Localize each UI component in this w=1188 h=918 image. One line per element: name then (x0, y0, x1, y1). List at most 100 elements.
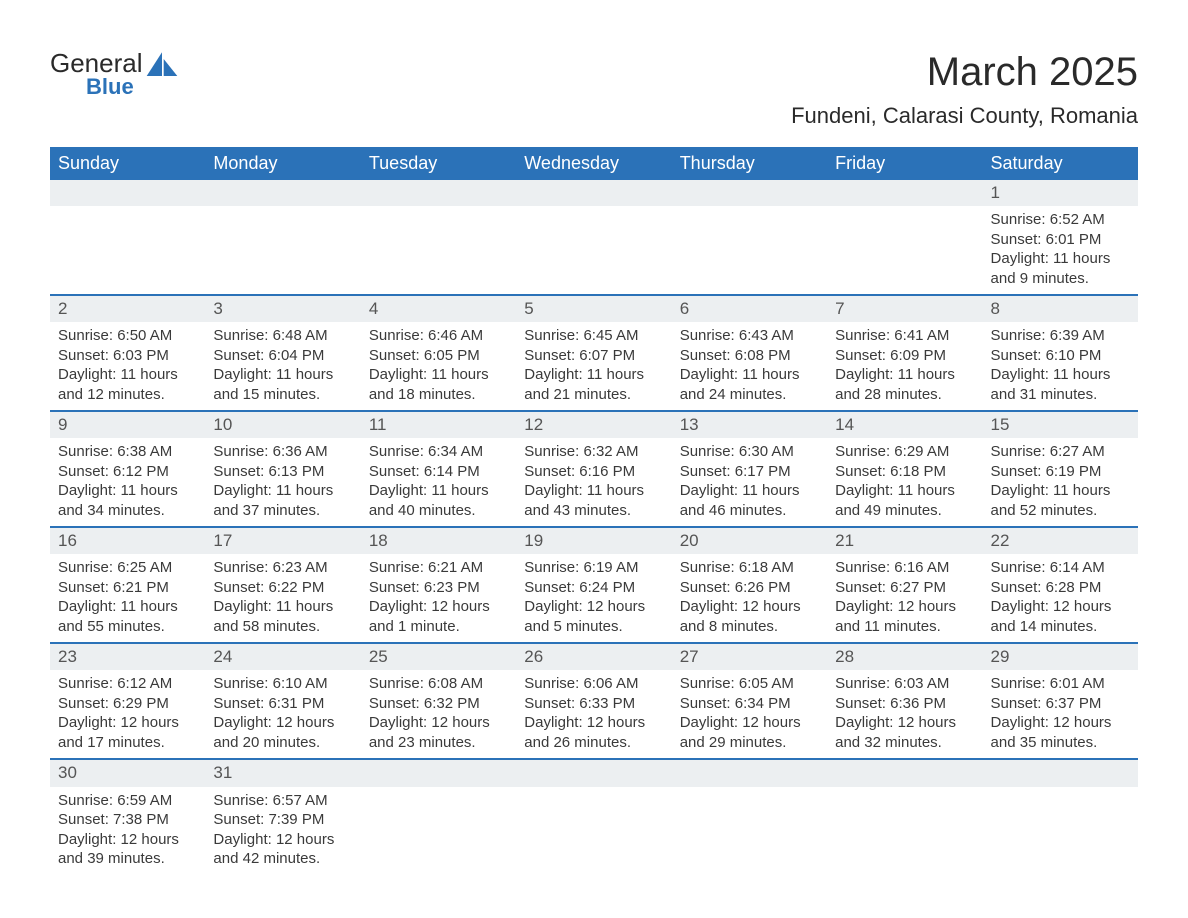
day-details (205, 206, 360, 280)
day-sunrise: Sunrise: 6:32 AM (524, 442, 663, 462)
calendar-empty-cell (516, 759, 671, 874)
calendar-day-cell: 6Sunrise: 6:43 AMSunset: 6:08 PMDaylight… (672, 295, 827, 411)
calendar-day-cell: 28Sunrise: 6:03 AMSunset: 6:36 PMDayligh… (827, 643, 982, 759)
day-daylight1: Daylight: 11 hours (524, 365, 663, 385)
day-daylight1: Daylight: 11 hours (991, 249, 1130, 269)
calendar-week-row: 1Sunrise: 6:52 AMSunset: 6:01 PMDaylight… (50, 180, 1138, 295)
day-sunrise: Sunrise: 6:08 AM (369, 674, 508, 694)
calendar-day-cell: 22Sunrise: 6:14 AMSunset: 6:28 PMDayligh… (983, 527, 1138, 643)
calendar-day-cell: 2Sunrise: 6:50 AMSunset: 6:03 PMDaylight… (50, 295, 205, 411)
calendar-day-cell: 9Sunrise: 6:38 AMSunset: 6:12 PMDaylight… (50, 411, 205, 527)
day-sunrise: Sunrise: 6:18 AM (680, 558, 819, 578)
day-details: Sunrise: 6:39 AMSunset: 6:10 PMDaylight:… (983, 322, 1138, 410)
day-daylight1: Daylight: 12 hours (213, 830, 352, 850)
day-number: 13 (672, 412, 827, 438)
day-details: Sunrise: 6:57 AMSunset: 7:39 PMDaylight:… (205, 787, 360, 875)
day-number: 19 (516, 528, 671, 554)
day-number: 3 (205, 296, 360, 322)
day-sunset: Sunset: 6:14 PM (369, 462, 508, 482)
calendar-empty-cell (361, 180, 516, 295)
day-details: Sunrise: 6:16 AMSunset: 6:27 PMDaylight:… (827, 554, 982, 642)
month-title: March 2025 (791, 50, 1138, 95)
calendar-week-row: 9Sunrise: 6:38 AMSunset: 6:12 PMDaylight… (50, 411, 1138, 527)
day-number: 10 (205, 412, 360, 438)
day-details: Sunrise: 6:41 AMSunset: 6:09 PMDaylight:… (827, 322, 982, 410)
day-daylight2: and 23 minutes. (369, 733, 508, 753)
day-number: 21 (827, 528, 982, 554)
day-number: 14 (827, 412, 982, 438)
day-daylight1: Daylight: 11 hours (213, 481, 352, 501)
calendar-week-row: 23Sunrise: 6:12 AMSunset: 6:29 PMDayligh… (50, 643, 1138, 759)
calendar-empty-cell (672, 180, 827, 295)
day-sunset: Sunset: 6:31 PM (213, 694, 352, 714)
day-details (361, 787, 516, 861)
day-daylight1: Daylight: 12 hours (58, 830, 197, 850)
day-daylight2: and 31 minutes. (991, 385, 1130, 405)
day-sunset: Sunset: 7:39 PM (213, 810, 352, 830)
calendar-day-cell: 31Sunrise: 6:57 AMSunset: 7:39 PMDayligh… (205, 759, 360, 874)
day-sunrise: Sunrise: 6:12 AM (58, 674, 197, 694)
calendar-day-cell: 14Sunrise: 6:29 AMSunset: 6:18 PMDayligh… (827, 411, 982, 527)
calendar-day-cell: 26Sunrise: 6:06 AMSunset: 6:33 PMDayligh… (516, 643, 671, 759)
day-daylight1: Daylight: 11 hours (680, 365, 819, 385)
day-daylight2: and 34 minutes. (58, 501, 197, 521)
day-number (983, 760, 1138, 786)
calendar-day-cell: 30Sunrise: 6:59 AMSunset: 7:38 PMDayligh… (50, 759, 205, 874)
day-daylight1: Daylight: 11 hours (213, 365, 352, 385)
day-daylight2: and 52 minutes. (991, 501, 1130, 521)
day-sunrise: Sunrise: 6:25 AM (58, 558, 197, 578)
day-details: Sunrise: 6:18 AMSunset: 6:26 PMDaylight:… (672, 554, 827, 642)
day-details: Sunrise: 6:38 AMSunset: 6:12 PMDaylight:… (50, 438, 205, 526)
day-sunrise: Sunrise: 6:21 AM (369, 558, 508, 578)
day-sunrise: Sunrise: 6:46 AM (369, 326, 508, 346)
calendar-day-cell: 7Sunrise: 6:41 AMSunset: 6:09 PMDaylight… (827, 295, 982, 411)
day-sunrise: Sunrise: 6:16 AM (835, 558, 974, 578)
day-daylight2: and 8 minutes. (680, 617, 819, 637)
calendar-day-cell: 21Sunrise: 6:16 AMSunset: 6:27 PMDayligh… (827, 527, 982, 643)
day-daylight1: Daylight: 12 hours (680, 597, 819, 617)
day-number: 27 (672, 644, 827, 670)
day-sunrise: Sunrise: 6:30 AM (680, 442, 819, 462)
day-sunset: Sunset: 6:04 PM (213, 346, 352, 366)
day-details: Sunrise: 6:03 AMSunset: 6:36 PMDaylight:… (827, 670, 982, 758)
calendar-day-cell: 10Sunrise: 6:36 AMSunset: 6:13 PMDayligh… (205, 411, 360, 527)
day-sunrise: Sunrise: 6:14 AM (991, 558, 1130, 578)
day-number (516, 180, 671, 206)
day-daylight2: and 37 minutes. (213, 501, 352, 521)
day-daylight2: and 21 minutes. (524, 385, 663, 405)
calendar-day-cell: 17Sunrise: 6:23 AMSunset: 6:22 PMDayligh… (205, 527, 360, 643)
day-details: Sunrise: 6:01 AMSunset: 6:37 PMDaylight:… (983, 670, 1138, 758)
day-number (361, 180, 516, 206)
day-daylight1: Daylight: 12 hours (369, 713, 508, 733)
day-daylight2: and 46 minutes. (680, 501, 819, 521)
weekday-header: Monday (205, 147, 360, 180)
calendar-day-cell: 20Sunrise: 6:18 AMSunset: 6:26 PMDayligh… (672, 527, 827, 643)
day-sunset: Sunset: 6:07 PM (524, 346, 663, 366)
calendar-day-cell: 12Sunrise: 6:32 AMSunset: 6:16 PMDayligh… (516, 411, 671, 527)
day-daylight1: Daylight: 12 hours (835, 597, 974, 617)
day-sunset: Sunset: 6:34 PM (680, 694, 819, 714)
day-number: 22 (983, 528, 1138, 554)
day-sunrise: Sunrise: 6:43 AM (680, 326, 819, 346)
day-details: Sunrise: 6:34 AMSunset: 6:14 PMDaylight:… (361, 438, 516, 526)
calendar-day-cell: 27Sunrise: 6:05 AMSunset: 6:34 PMDayligh… (672, 643, 827, 759)
logo-text: General Blue (50, 50, 143, 98)
day-number: 28 (827, 644, 982, 670)
day-daylight2: and 18 minutes. (369, 385, 508, 405)
day-sunrise: Sunrise: 6:01 AM (991, 674, 1130, 694)
day-sunrise: Sunrise: 6:41 AM (835, 326, 974, 346)
day-number: 23 (50, 644, 205, 670)
weekday-header: Saturday (983, 147, 1138, 180)
day-details: Sunrise: 6:52 AMSunset: 6:01 PMDaylight:… (983, 206, 1138, 294)
day-daylight2: and 20 minutes. (213, 733, 352, 753)
weekday-header: Thursday (672, 147, 827, 180)
calendar-day-cell: 19Sunrise: 6:19 AMSunset: 6:24 PMDayligh… (516, 527, 671, 643)
logo-word-blue: Blue (86, 76, 143, 98)
day-sunrise: Sunrise: 6:50 AM (58, 326, 197, 346)
day-details: Sunrise: 6:19 AMSunset: 6:24 PMDaylight:… (516, 554, 671, 642)
weekday-header: Wednesday (516, 147, 671, 180)
day-daylight2: and 15 minutes. (213, 385, 352, 405)
logo: General Blue (50, 50, 179, 98)
day-sunrise: Sunrise: 6:59 AM (58, 791, 197, 811)
day-daylight2: and 55 minutes. (58, 617, 197, 637)
